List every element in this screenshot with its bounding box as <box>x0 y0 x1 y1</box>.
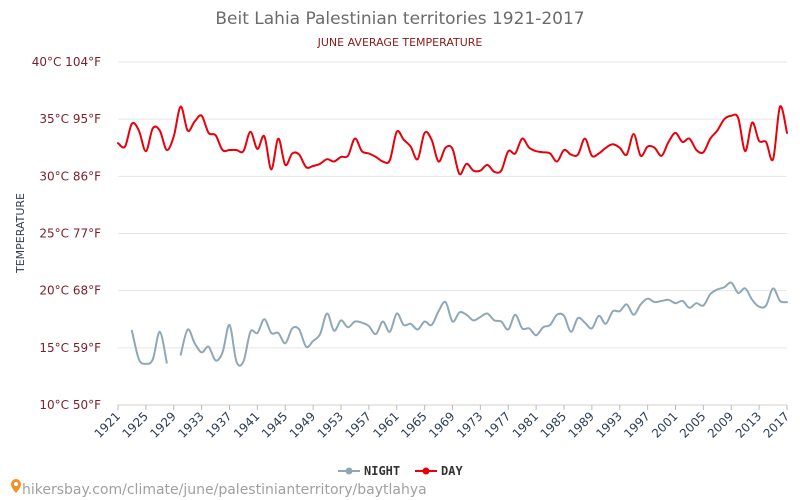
x-tick-label: 1941 <box>231 409 262 440</box>
source-attribution[interactable]: hikersbay.com/climate/june/palestiniante… <box>11 479 427 498</box>
x-tick-label: 1965 <box>398 409 429 440</box>
x-tick-label: 1929 <box>147 409 178 440</box>
y-tick-label: 30°C 86°F <box>39 169 101 183</box>
legend-night[interactable]: NIGHT <box>338 464 400 478</box>
x-tick-label: 1945 <box>259 409 290 440</box>
y-axis-label: TEMPERATURE <box>14 193 27 274</box>
x-tick-label: 1985 <box>538 409 569 440</box>
series-line-day[interactable] <box>117 105 788 176</box>
x-tick-label: 1981 <box>510 409 541 440</box>
x-tick-label: 1925 <box>119 409 150 440</box>
x-tick-label: 1969 <box>426 409 457 440</box>
series-line-night[interactable] <box>130 329 168 365</box>
legend-night-marker <box>345 467 353 475</box>
legend-day-marker <box>422 467 430 475</box>
y-tick-label: 10°C 50°F <box>39 398 101 412</box>
source-url[interactable]: hikersbay.com/climate/june/palestiniante… <box>22 482 427 498</box>
x-tick-label: 1921 <box>92 409 123 440</box>
x-tick-label: 1973 <box>454 409 485 440</box>
series-line-night[interactable] <box>179 281 788 367</box>
legend-day-label: DAY <box>441 464 463 478</box>
x-tick-label: 1993 <box>593 409 624 440</box>
chart-subtitle: JUNE AVERAGE TEMPERATURE <box>317 36 483 49</box>
x-tick-label: 1961 <box>370 409 401 440</box>
y-tick-label: 40°C 104°F <box>32 55 101 69</box>
y-tick-label: 25°C 77°F <box>39 227 101 241</box>
x-tick-label: 2001 <box>649 409 680 440</box>
x-tick-label: 1957 <box>342 409 373 440</box>
x-tick-label: 1937 <box>203 409 234 440</box>
legend-day[interactable]: DAY <box>415 464 463 478</box>
x-tick-label: 2017 <box>761 409 792 440</box>
x-tick-label: 1977 <box>482 409 513 440</box>
x-tick-label: 1997 <box>621 409 652 440</box>
x-tick-label: 1949 <box>287 409 318 440</box>
x-axis-ticks: 1921192519291933193719411945194919531957… <box>92 405 792 441</box>
x-tick-label: 2009 <box>705 409 736 440</box>
y-tick-label: 20°C 68°F <box>39 284 101 298</box>
y-tick-label: 35°C 95°F <box>39 112 101 126</box>
x-tick-label: 1989 <box>565 409 596 440</box>
gridlines <box>118 61 787 406</box>
series-lines <box>117 105 788 367</box>
location-pin-icon <box>11 479 21 493</box>
legend: NIGHT DAY <box>338 464 463 478</box>
y-axis-ticks: 10°C 50°F 15°C 59°F 20°C 68°F 25°C 77°F 30°C… <box>32 55 101 412</box>
x-tick-label: 1953 <box>315 409 346 440</box>
chart-title: Beit Lahia Palestinian territories 1921-… <box>215 9 584 29</box>
y-tick-label: 15°C 59°F <box>39 341 101 355</box>
x-tick-label: 1933 <box>175 409 206 440</box>
x-tick-label: 2013 <box>733 409 764 440</box>
x-tick-label: 2005 <box>677 409 708 440</box>
legend-night-label: NIGHT <box>364 464 400 478</box>
